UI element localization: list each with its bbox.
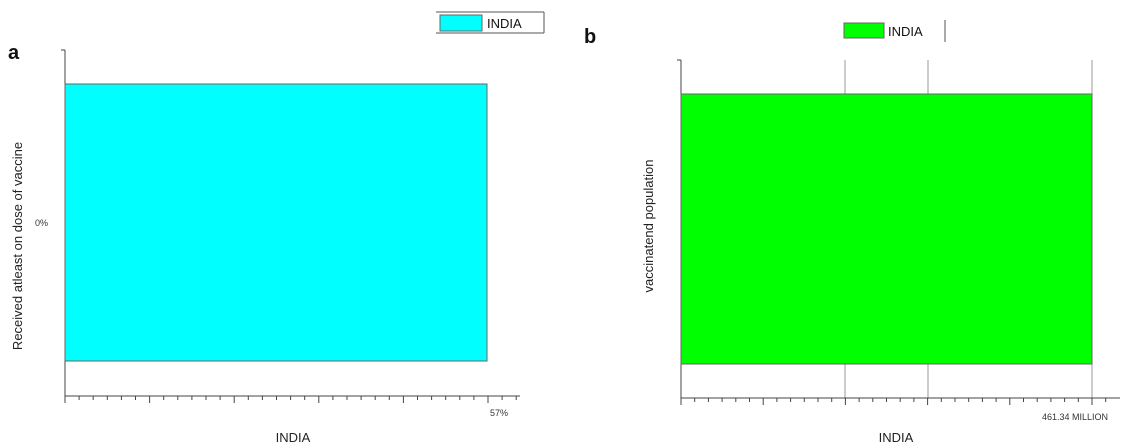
panel-a-value-label: 57% xyxy=(490,408,508,418)
legend-label-india: INDIA xyxy=(888,24,923,39)
bar-india-vaccinated-population xyxy=(680,93,1093,365)
panel-b-chart: b INDIA 461.34 MILLION INDIA vaccinatend… xyxy=(584,20,1120,445)
panel-b-value-label: 461.34 MILLION xyxy=(1042,412,1108,422)
bar-india-received-dose xyxy=(64,83,488,362)
panel-a-letter: a xyxy=(8,42,20,64)
panel-a-x-ticks xyxy=(64,396,517,403)
panel-b-x-axis-title: INDIA xyxy=(879,430,914,445)
panel-a-y-axis-title: Received atleast on dose of vaccine xyxy=(10,142,25,350)
panel-b-legend: INDIA xyxy=(843,20,946,42)
panel-a-y-tick-label: 0% xyxy=(35,218,48,228)
panel-a-x-axis-title: INDIA xyxy=(276,430,311,445)
panel-a-legend: INDIA xyxy=(436,11,545,34)
legend-swatch-india xyxy=(843,22,885,39)
panel-b-y-axis-title: vaccinatend population xyxy=(641,160,656,293)
panel-b-letter: b xyxy=(584,26,596,48)
panel-a-chart: a INDIA 0% 57% INDIA Received atleast on… xyxy=(8,11,545,445)
legend-swatch-india xyxy=(439,14,483,32)
legend-label-india: INDIA xyxy=(487,16,522,31)
panel-b-x-ticks xyxy=(680,398,1107,405)
